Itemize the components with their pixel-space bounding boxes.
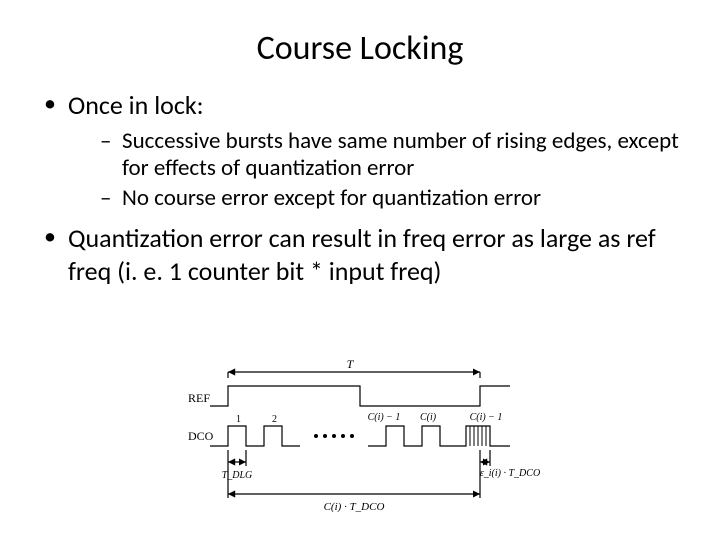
label-T: T: [347, 358, 355, 371]
timing-diagram: T REF DCO: [180, 358, 540, 518]
bullet-list: Once in lock: Successive bursts have sam…: [40, 89, 680, 287]
label-bottom: C(i) · T_DCO: [324, 501, 385, 513]
slide-title: Course Locking: [40, 28, 680, 69]
bullet-1-text: Once in lock:: [68, 89, 204, 121]
bullet-1-sublist: Successive bursts have same number of ri…: [68, 128, 680, 213]
label-eps: ε_i(i) · T_DCO: [480, 468, 540, 479]
bullet-1-sub-2: No course error except for quantization …: [100, 185, 680, 213]
slide: Course Locking Once in lock: Successive …: [0, 0, 720, 540]
label-n2: 2: [272, 414, 277, 425]
label-REF: REF: [188, 391, 210, 405]
label-Ci-1: C(i) − 1: [470, 412, 503, 423]
bullet-1: Once in lock: Successive bursts have sam…: [40, 89, 680, 212]
bullet-1-sub-1: Successive bursts have same number of ri…: [100, 128, 680, 183]
label-Ci: C(i): [420, 412, 437, 423]
bullet-2: Quantization error can result in freq er…: [40, 222, 680, 287]
label-DCO: DCO: [188, 429, 214, 443]
label-Tdlo: T_DLG: [222, 470, 253, 481]
label-n1: 1: [236, 414, 241, 425]
label-Ci-minus-1: C(i) − 1: [368, 412, 401, 423]
